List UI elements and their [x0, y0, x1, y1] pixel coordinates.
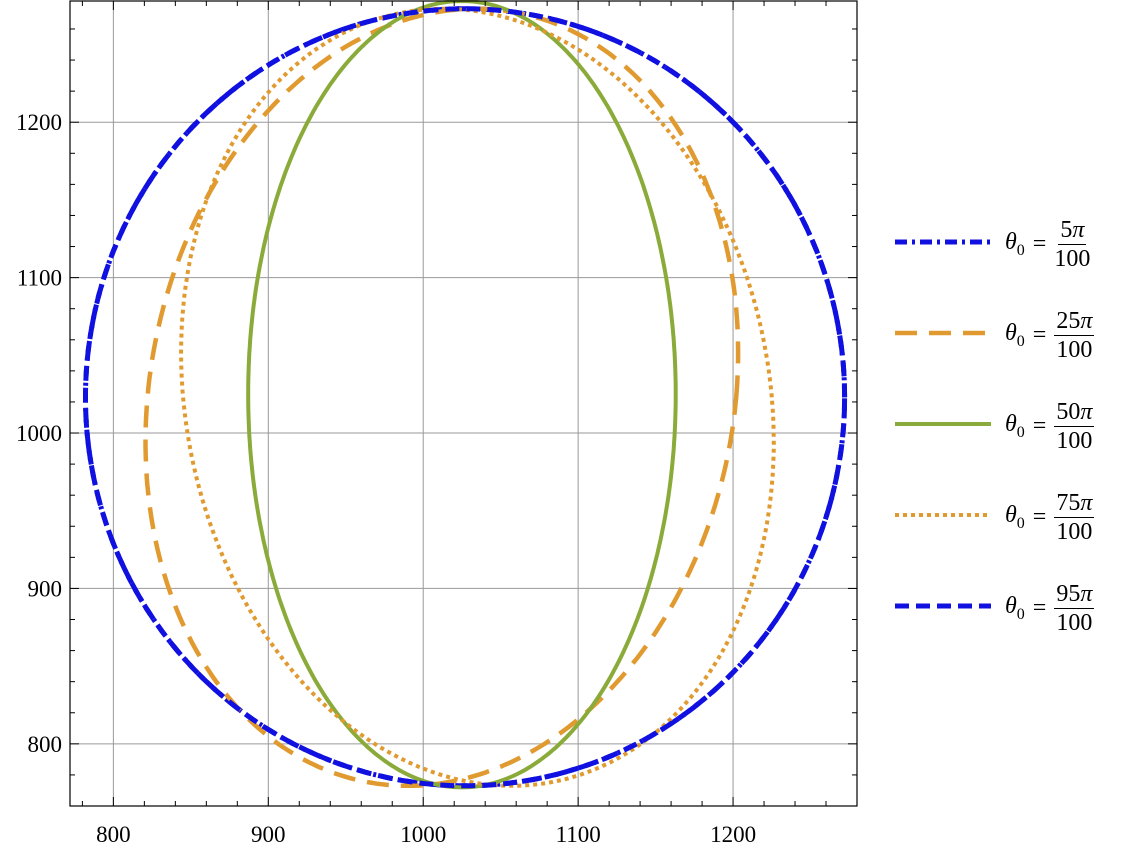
- series-curve-1: [143, 6, 741, 789]
- legend-eq: =: [1032, 413, 1047, 440]
- legend-fraction: 95π 100: [1054, 581, 1095, 637]
- legend-fraction: 25π 100: [1054, 308, 1095, 364]
- legend-item-2: θ0 = 50π 100: [893, 397, 1123, 488]
- legend-lhs: θ0: [1005, 502, 1025, 533]
- legend-item-4: θ0 = 95π 100: [893, 579, 1123, 670]
- legend-fraction: 75π 100: [1054, 490, 1095, 546]
- legend-item-3: θ0 = 75π 100: [893, 488, 1123, 579]
- legend-swatch-2: [895, 422, 991, 426]
- legend-eq: =: [1032, 231, 1047, 258]
- series-curve-2: [246, 0, 678, 790]
- legend-lhs: θ0: [1005, 593, 1025, 624]
- y-tick-label: 900: [28, 576, 63, 601]
- legend-label-4: θ0 = 95π 100: [1005, 581, 1095, 637]
- series-curve-0: [83, 6, 848, 789]
- x-tick-label: 1200: [710, 822, 756, 847]
- legend-lhs: θ0: [1005, 320, 1025, 351]
- ticks: [70, 1, 858, 806]
- legend-eq: =: [1032, 322, 1047, 349]
- y-tick-label: 800: [28, 732, 63, 757]
- legend: θ0 = 5π 100 θ0 = 25π 100 θ0 = 50π 100: [893, 215, 1123, 670]
- series-curve-4: [83, 6, 848, 789]
- legend-label-2: θ0 = 50π 100: [1005, 399, 1095, 455]
- legend-swatch-3: [895, 513, 991, 517]
- legend-lhs: θ0: [1005, 411, 1025, 442]
- grid: [70, 1, 857, 806]
- x-tick-label: 900: [251, 822, 286, 847]
- plot-curves: [83, 0, 848, 790]
- plot-frame: [69, 0, 858, 807]
- legend-item-0: θ0 = 5π 100: [893, 215, 1123, 306]
- legend-eq: =: [1032, 504, 1047, 531]
- x-tick-label: 1000: [400, 822, 446, 847]
- legend-lhs: θ0: [1005, 229, 1025, 260]
- legend-label-1: θ0 = 25π 100: [1005, 308, 1095, 364]
- legend-swatch-4: [895, 603, 991, 609]
- legend-fraction: 5π 100: [1054, 217, 1091, 273]
- series-curve-3: [179, 6, 776, 788]
- legend-swatch-0: [895, 239, 991, 245]
- legend-eq: =: [1032, 595, 1047, 622]
- x-tick-label: 800: [96, 822, 131, 847]
- legend-label-0: θ0 = 5π 100: [1005, 217, 1090, 273]
- legend-swatch-1: [895, 330, 991, 336]
- tick-labels: 800 900 1000 1100 1200 800 900 1000 1100 1200: [16, 110, 756, 847]
- y-tick-label: 1000: [16, 421, 62, 446]
- x-tick-label: 1100: [556, 822, 601, 847]
- legend-label-3: θ0 = 75π 100: [1005, 490, 1095, 546]
- legend-item-1: θ0 = 25π 100: [893, 306, 1123, 397]
- y-tick-label: 1100: [17, 266, 62, 291]
- legend-fraction: 50π 100: [1054, 399, 1095, 455]
- y-tick-label: 1200: [16, 110, 62, 135]
